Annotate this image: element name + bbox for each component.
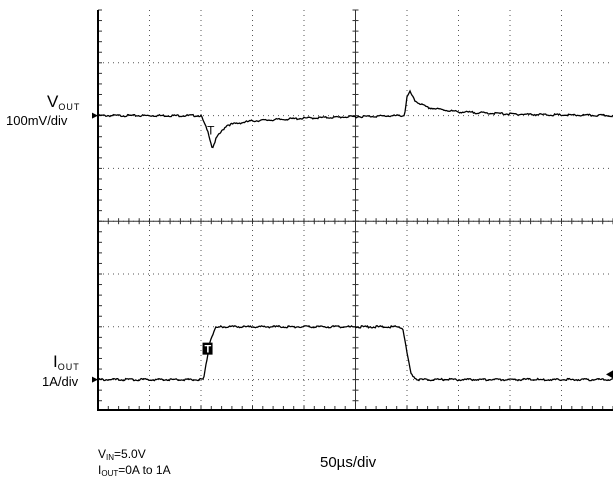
trigger-marker-ch1: T: [207, 124, 215, 138]
condition-iout: IOUT=0A to 1A: [98, 464, 171, 478]
markers: TT: [202, 124, 613, 379]
ref-marker-channel-1: [92, 112, 98, 119]
trace-channel-1: [97, 89, 613, 149]
trigger-marker-ch2-box: [202, 342, 213, 355]
ch1-name: V: [47, 92, 59, 111]
graticule-grid: [97, 9, 613, 410]
condition-vin: VIN=5.0V: [98, 448, 146, 462]
ch2-name-sub: OUT: [57, 362, 80, 372]
ch1-name-sub: OUT: [58, 102, 81, 112]
ch2-label: IOUT: [53, 352, 80, 372]
time-division-label: 50µs/div: [320, 454, 377, 471]
trace-channel-2: [97, 324, 613, 382]
condition-vin-main: V: [98, 447, 107, 461]
graticule-frame: [97, 10, 613, 411]
ch1-label: VOUT: [47, 92, 81, 112]
ch2-scale: 1A/div: [42, 374, 79, 389]
condition-vin-sub: IN: [106, 453, 115, 462]
condition-vin-value: =5.0V: [114, 447, 146, 461]
condition-iout-main: I: [98, 463, 102, 477]
ch2-name: I: [53, 352, 58, 371]
traces: [92, 89, 613, 383]
ref-marker-channel-2: [92, 376, 98, 383]
trigger-level-arrow: [606, 370, 613, 379]
condition-iout-value: =0A to 1A: [118, 463, 171, 477]
condition-iout-sub: OUT: [101, 469, 119, 478]
trigger-marker-ch2: T: [205, 344, 212, 356]
ch1-scale: 100mV/div: [6, 113, 68, 128]
